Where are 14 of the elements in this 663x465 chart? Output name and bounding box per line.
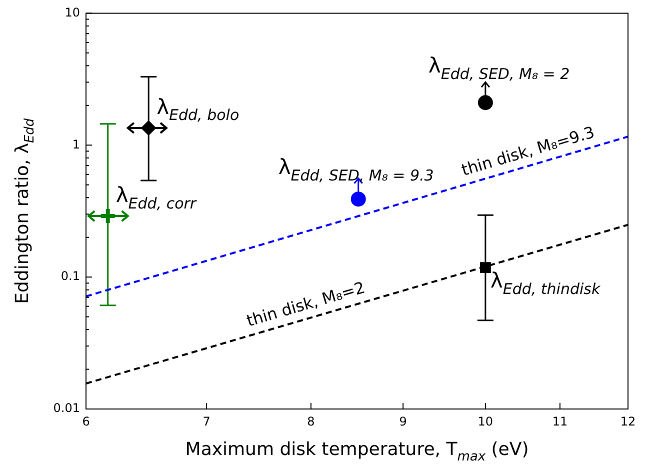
text: thin disk, M₈=9.3 [459, 122, 597, 180]
y-tick-label: 10 [64, 5, 80, 20]
y-tick-label: 0.01 [53, 401, 80, 416]
x-tick-label: 7 [202, 414, 210, 428]
y-tick-label: 0.1 [60, 269, 80, 284]
x-tick-label: 8 [307, 414, 315, 428]
text: thin disk, M₈=2 [244, 278, 368, 330]
x-tick-label: 11 [552, 414, 568, 428]
y-tick-label: 1 [72, 137, 80, 152]
y-axis-title: Eddington ratio, λEdd [12, 118, 38, 304]
x-tick-label: 6 [82, 414, 90, 428]
x-tick-label: 10 [478, 414, 494, 428]
x-tick-label: 9 [399, 414, 407, 428]
x-tick-label: 12 [620, 414, 636, 428]
